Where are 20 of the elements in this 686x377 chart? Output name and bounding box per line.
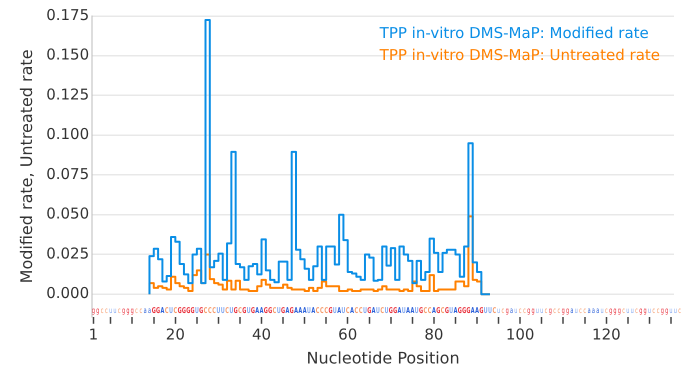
y-tick-label: 0.000 <box>46 284 90 302</box>
x-tick-label: 120 <box>592 326 621 344</box>
x-tick-label: 60 <box>338 326 358 344</box>
x-tick-label: 100 <box>506 326 534 344</box>
x-tick-label: 40 <box>252 326 272 344</box>
y-tick-label: 0.075 <box>46 164 90 183</box>
text: TPP in-vitro DMS-MaP: Modified rate <box>380 23 650 44</box>
text: TPP in-vitro DMS-MaP: Untreated rate <box>380 45 660 66</box>
y-tick-label: 0.150 <box>46 46 90 64</box>
y-tick-label: 0.025 <box>46 244 90 262</box>
y-tick-label: 0.100 <box>46 125 90 144</box>
x-axis-title: Nucleotide Position <box>306 348 460 368</box>
y-axis-title: Modified rate, Untreated rate <box>16 49 36 284</box>
text: ggccuucgggccaaGGACUCGGGGUGCCCUUCUGCGUGAAGGCUGAGAAAUACCCGUAUCACCUGAUCUGGAUAAUGCCAGCGUAGGGAAGUUCucgauccgguucgccggauccaaaucgggcuucgguccgguuc <box>92 306 681 316</box>
x-tick-label: 1 <box>88 326 98 344</box>
y-tick-label: 0.050 <box>46 204 90 223</box>
y-tick-label: 0.125 <box>46 85 90 104</box>
y-tick-label: 0.175 <box>46 6 90 24</box>
x-tick-label: 80 <box>424 326 444 344</box>
x-tick-label: 20 <box>166 326 185 344</box>
